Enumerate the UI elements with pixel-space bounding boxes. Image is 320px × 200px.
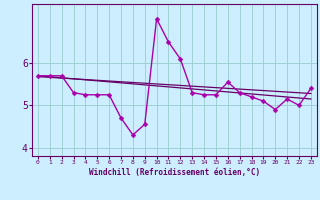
X-axis label: Windchill (Refroidissement éolien,°C): Windchill (Refroidissement éolien,°C) xyxy=(89,168,260,177)
